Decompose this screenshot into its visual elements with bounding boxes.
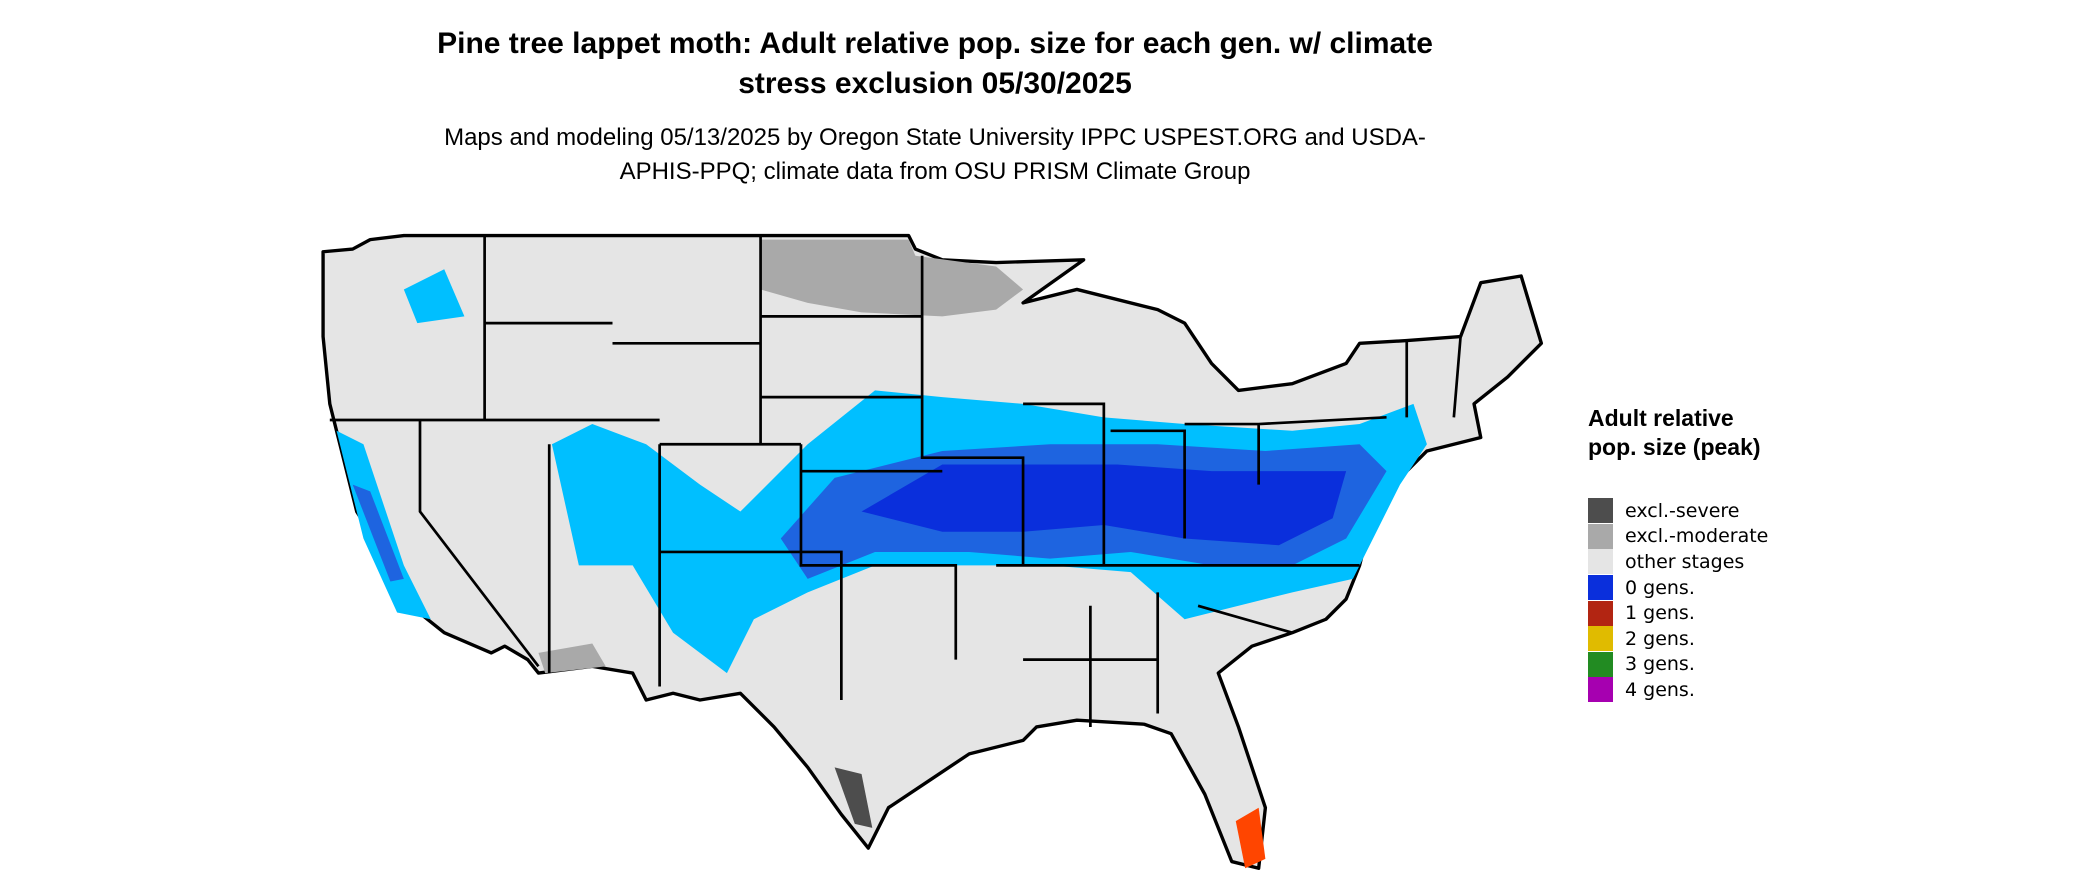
excl-moderate-az xyxy=(538,643,606,674)
legend-swatch xyxy=(1588,600,1613,626)
legend-swatch xyxy=(1588,498,1613,524)
legend-label: excl.-moderate xyxy=(1625,525,1769,548)
legend-swatch xyxy=(1588,575,1613,601)
legend-item: 4 gens. xyxy=(1588,677,1768,703)
legend-swatch xyxy=(1588,626,1613,652)
legend-swatch xyxy=(1588,677,1613,703)
subtitle: Maps and modeling 05/13/2025 by Oregon S… xyxy=(444,124,1426,185)
legend-label: 1 gens. xyxy=(1625,602,1695,625)
legend-label: 3 gens. xyxy=(1625,653,1695,676)
washington-blue xyxy=(403,269,465,324)
legend-label: 0 gens. xyxy=(1625,576,1695,599)
title: Pine tree lappet moth: Adult relative po… xyxy=(437,27,1433,100)
legend-item: 1 gens. xyxy=(1588,600,1768,626)
legend-label: 2 gens. xyxy=(1625,627,1695,650)
excl-severe-texas xyxy=(834,767,873,828)
legend-title: Adult relative pop. size (peak) xyxy=(1588,405,1761,460)
legend-item: excl.-severe xyxy=(1588,498,1768,524)
legend-item: 2 gens. xyxy=(1588,626,1768,652)
legend-item: other stages xyxy=(1588,549,1768,575)
west-coast-blue-dark xyxy=(352,484,404,582)
excl-moderate-north xyxy=(760,239,1024,317)
legend-item: 3 gens. xyxy=(1588,651,1768,678)
legend-swatch xyxy=(1588,651,1613,677)
legend-label: other stages xyxy=(1625,550,1745,573)
legend: excl.-severe excl.-moderate other stages 0 … xyxy=(1588,498,1768,703)
legend-label: 4 gens. xyxy=(1625,678,1695,701)
legend-swatch xyxy=(1588,549,1613,575)
state-lines xyxy=(329,235,1462,727)
legend-item: excl.-moderate xyxy=(1588,523,1769,550)
gen-florida xyxy=(1235,807,1266,869)
legend-item: 0 gens. xyxy=(1588,575,1768,601)
legend-swatch xyxy=(1588,523,1613,549)
west-coast-blue xyxy=(336,430,431,620)
legend-label: excl.-severe xyxy=(1625,499,1740,522)
